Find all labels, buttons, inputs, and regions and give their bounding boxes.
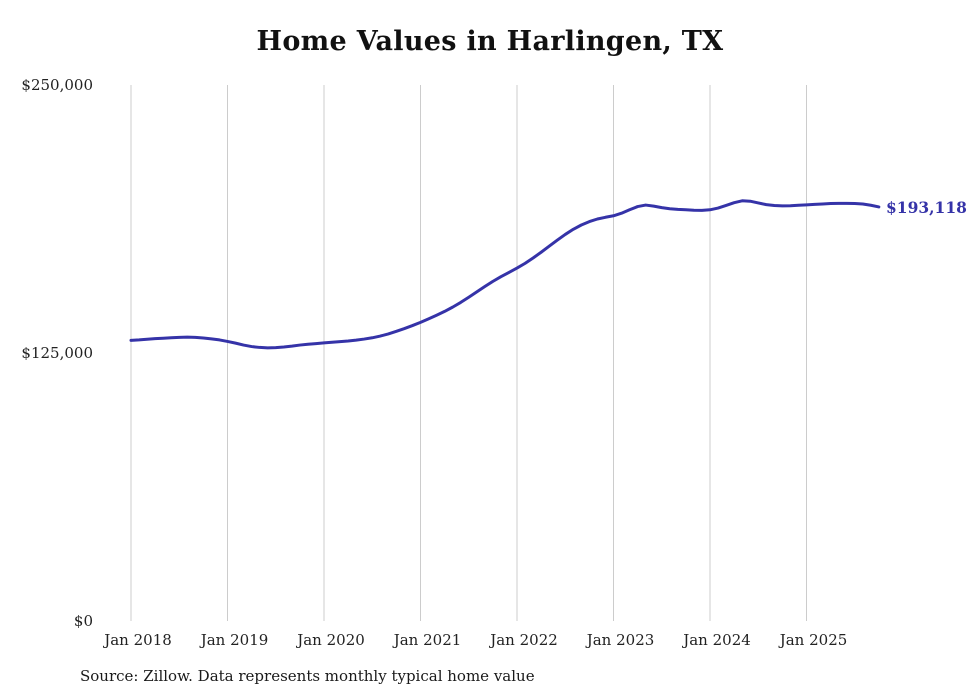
- y-tick-label: $125,000: [21, 344, 93, 362]
- y-tick-label: $0: [74, 612, 93, 630]
- x-tick-label: Jan 2019: [199, 631, 269, 649]
- x-tick-label: Jan 2024: [681, 631, 751, 649]
- latest-value-label: $193,118: [886, 197, 967, 217]
- x-tick-label: Jan 2023: [585, 631, 655, 649]
- x-tick-label: Jan 2025: [778, 631, 848, 649]
- value-line: [129, 199, 881, 350]
- x-tick-label: Jan 2021: [392, 631, 462, 649]
- x-tick-label: Jan 2020: [295, 631, 365, 649]
- x-tick-label: Jan 2022: [488, 631, 558, 649]
- y-tick-label: $250,000: [21, 76, 93, 94]
- x-tick-label: Jan 2018: [102, 631, 172, 649]
- chart-title: Home Values in Harlingen, TX: [256, 26, 724, 57]
- source-note: Source: Zillow. Data represents monthly …: [80, 667, 535, 685]
